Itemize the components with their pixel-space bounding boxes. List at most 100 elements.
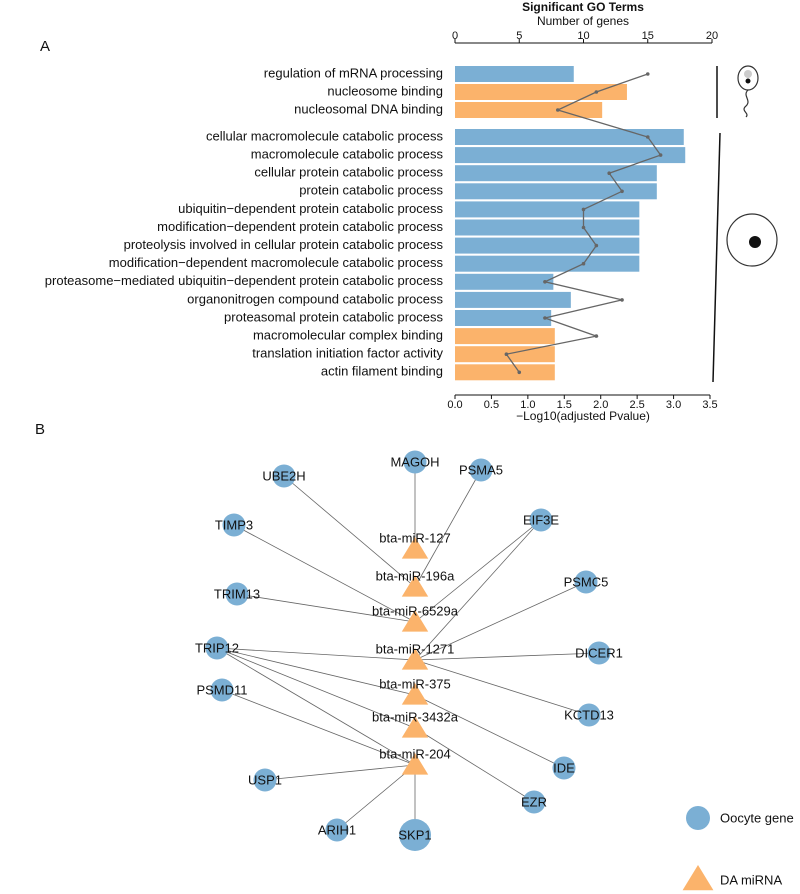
edge xyxy=(414,469,482,588)
gene-label: EIF3E xyxy=(523,512,559,527)
gene-label: KCTD13 xyxy=(564,707,614,722)
sperm-icon xyxy=(737,65,759,118)
mirna-label: bta-miR-196a xyxy=(376,568,456,583)
bar xyxy=(455,273,554,290)
gene-node xyxy=(552,756,576,780)
gene-count-point xyxy=(517,370,522,375)
gene-node xyxy=(577,703,601,727)
gene-count-point xyxy=(581,261,586,266)
gene-label: EZR xyxy=(521,794,547,809)
edge xyxy=(414,694,565,769)
bar xyxy=(455,165,657,182)
gene-node xyxy=(529,508,553,532)
edge xyxy=(216,647,416,766)
legend-mirna-symbol xyxy=(682,865,714,891)
bar xyxy=(455,147,686,164)
category-label: actin filament binding xyxy=(321,364,443,379)
category-label: regulation of mRNA processing xyxy=(264,65,443,80)
gene-label: MAGOH xyxy=(390,454,439,469)
mirna-label: bta-miR-3432a xyxy=(372,709,459,724)
mirna-label: bta-miR-204 xyxy=(379,746,451,761)
gene-node xyxy=(574,570,598,594)
gene-node xyxy=(325,818,349,842)
category-label: organonitrogen compound catabolic proces… xyxy=(187,291,443,306)
legend-label: DA miRNA xyxy=(720,872,782,887)
edge xyxy=(414,519,542,661)
legend-label: Oocyte gene xyxy=(720,810,794,825)
gene-count-point xyxy=(556,108,560,112)
category-label: macromolecule catabolic process xyxy=(251,147,444,162)
gene-label: SKP1 xyxy=(398,827,431,842)
mirna-node xyxy=(401,683,429,705)
edge xyxy=(221,689,416,766)
x-tick-label: 3.0 xyxy=(666,399,681,411)
mirna-node xyxy=(401,753,429,775)
edge xyxy=(233,524,416,623)
bar xyxy=(455,291,571,308)
x-axis-title: −Log10(adjusted Pvalue) xyxy=(516,409,650,423)
bar xyxy=(455,364,555,381)
gene-node xyxy=(587,641,611,665)
gene-label: PSMD11 xyxy=(196,682,247,697)
gene-count-point xyxy=(658,153,663,157)
gene-node xyxy=(253,768,277,792)
edge xyxy=(414,519,542,623)
gene-count-point xyxy=(543,280,547,284)
gene-label: ARIH1 xyxy=(318,822,356,837)
gene-label: PSMA5 xyxy=(459,462,503,477)
group-brackets xyxy=(712,66,721,383)
category-label: translation initiation factor activity xyxy=(252,346,443,361)
gene-count-point xyxy=(620,298,624,302)
edge xyxy=(414,727,535,803)
panel-label: B xyxy=(35,421,45,438)
edge xyxy=(264,764,416,781)
category-label: modification−dependent protein catabolic… xyxy=(157,219,443,234)
gene-label: PSMC5 xyxy=(564,574,609,589)
gene-label: DICER1 xyxy=(575,645,623,660)
x-tick-label: 2.5 xyxy=(629,399,644,411)
gene-node xyxy=(205,636,229,660)
mirna-node xyxy=(401,575,429,597)
gene-node xyxy=(272,464,296,488)
bar xyxy=(455,328,555,345)
edge xyxy=(216,647,416,729)
gene-count-point xyxy=(581,207,586,212)
category-label: proteolysis involved in cellular protein… xyxy=(124,237,444,252)
gene-label: TRIM13 xyxy=(214,586,260,601)
gene-node xyxy=(403,450,427,474)
bar xyxy=(455,66,574,82)
mirna-label: bta-miR-375 xyxy=(379,676,451,691)
bar xyxy=(455,102,603,118)
gene-node xyxy=(222,513,246,537)
x-tick-label: 1.0 xyxy=(520,399,535,411)
gene-count-point xyxy=(645,135,650,139)
gene-label: TIMP3 xyxy=(215,517,253,532)
gene-label: UBE2H xyxy=(262,468,305,483)
category-label: nucleosomal DNA binding xyxy=(294,101,443,116)
bar xyxy=(455,129,684,145)
mirna-label: bta-miR-6529a xyxy=(372,603,459,618)
x2-tick-label: 0 xyxy=(452,30,458,42)
x2-tick-label: 15 xyxy=(642,30,654,42)
gene-count-point xyxy=(594,243,599,248)
x-tick-label: 1.5 xyxy=(557,399,572,411)
edge xyxy=(283,475,416,588)
edge xyxy=(236,593,416,623)
gene-node xyxy=(522,790,546,814)
gene-count-point xyxy=(581,225,586,230)
mirna-node xyxy=(401,610,429,632)
mirna-label: bta-miR-127 xyxy=(379,530,451,545)
x2-tick-label: 10 xyxy=(577,30,589,42)
category-label: ubiquitin−dependent protein catabolic pr… xyxy=(178,201,443,216)
mirna-node xyxy=(401,648,429,670)
network: MAGOH PSMA5 UBE2H EIF3E TIMP3 PSMC5 TRIM13 TRIP… xyxy=(195,450,794,891)
edge xyxy=(414,581,587,661)
x-tick-label: 0.5 xyxy=(484,399,499,411)
category-label: cellular macromolecule catabolic process xyxy=(206,128,443,143)
gene-count-point xyxy=(543,316,547,320)
gene-label: TRIP12 xyxy=(195,640,239,655)
gene-count-point xyxy=(645,72,650,76)
gene-node xyxy=(469,458,493,482)
bar xyxy=(455,237,640,254)
x-tick-label: 2.0 xyxy=(593,399,608,411)
